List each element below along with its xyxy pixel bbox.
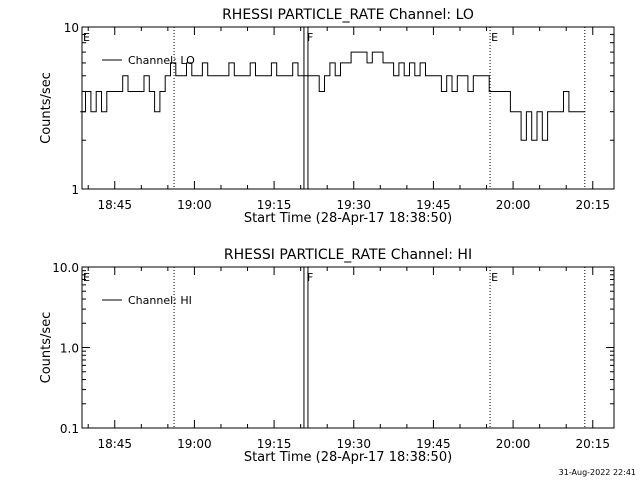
plot-frame	[81, 26, 615, 190]
x-tick-label: 18:45	[97, 437, 132, 451]
x-axis-label: Start Time (28-Apr-17 18:38:50)	[244, 211, 452, 226]
chart-title: RHESSI PARTICLE_RATE Channel: HI	[224, 247, 472, 263]
event-marker-label: E	[83, 271, 90, 284]
chart-panel-lo: RHESSI PARTICLE_RATE Channel: LO 1 10 Count…	[39, 7, 615, 226]
event-marker-label: F	[307, 271, 313, 284]
timestamp-label: 31-Aug-2022 22:41	[559, 468, 636, 477]
y-tick-label: 10	[64, 21, 79, 35]
y-tick-label: 10.0	[52, 261, 79, 275]
chart-title: RHESSI PARTICLE_RATE Channel: LO	[222, 7, 474, 23]
x-tick-label: 20:15	[575, 198, 610, 212]
x-tick-label: 19:45	[416, 437, 451, 451]
plot-frame	[81, 266, 615, 429]
x-tick-label: 19:00	[177, 198, 212, 212]
event-marker-label: E	[491, 271, 498, 284]
x-axis-label: Start Time (28-Apr-17 18:38:50)	[244, 450, 452, 465]
event-marker-label: E	[491, 31, 498, 44]
y-tick-label: 0.1	[60, 422, 79, 436]
y-tick-label: 1.0	[60, 342, 79, 356]
y-tick-label: 1	[71, 183, 79, 197]
x-tick-label: 20:00	[496, 198, 531, 212]
x-tick-label: 19:15	[257, 198, 292, 212]
chart-panel-hi: RHESSI PARTICLE_RATE Channel: HI 0.1 1.0 10…	[39, 247, 615, 465]
y-axis-label: Counts/sec	[39, 72, 54, 144]
x-tick-label: 20:00	[496, 437, 531, 451]
legend-label: Channel: HI	[128, 294, 192, 307]
x-tick-label: 19:15	[257, 437, 292, 451]
series-line	[80, 51, 585, 141]
x-tick-label: 19:30	[336, 437, 371, 451]
event-marker-label: F	[307, 31, 313, 44]
x-tick-label: 18:45	[97, 198, 132, 212]
legend-label: Channel: LO	[128, 54, 195, 67]
y-axis-label: Counts/sec	[39, 312, 54, 384]
x-tick-label: 19:45	[416, 198, 451, 212]
x-tick-label: 19:30	[336, 198, 371, 212]
x-tick-label: 20:15	[575, 437, 610, 451]
x-tick-label: 19:00	[177, 437, 212, 451]
event-marker-label: E	[83, 31, 90, 44]
